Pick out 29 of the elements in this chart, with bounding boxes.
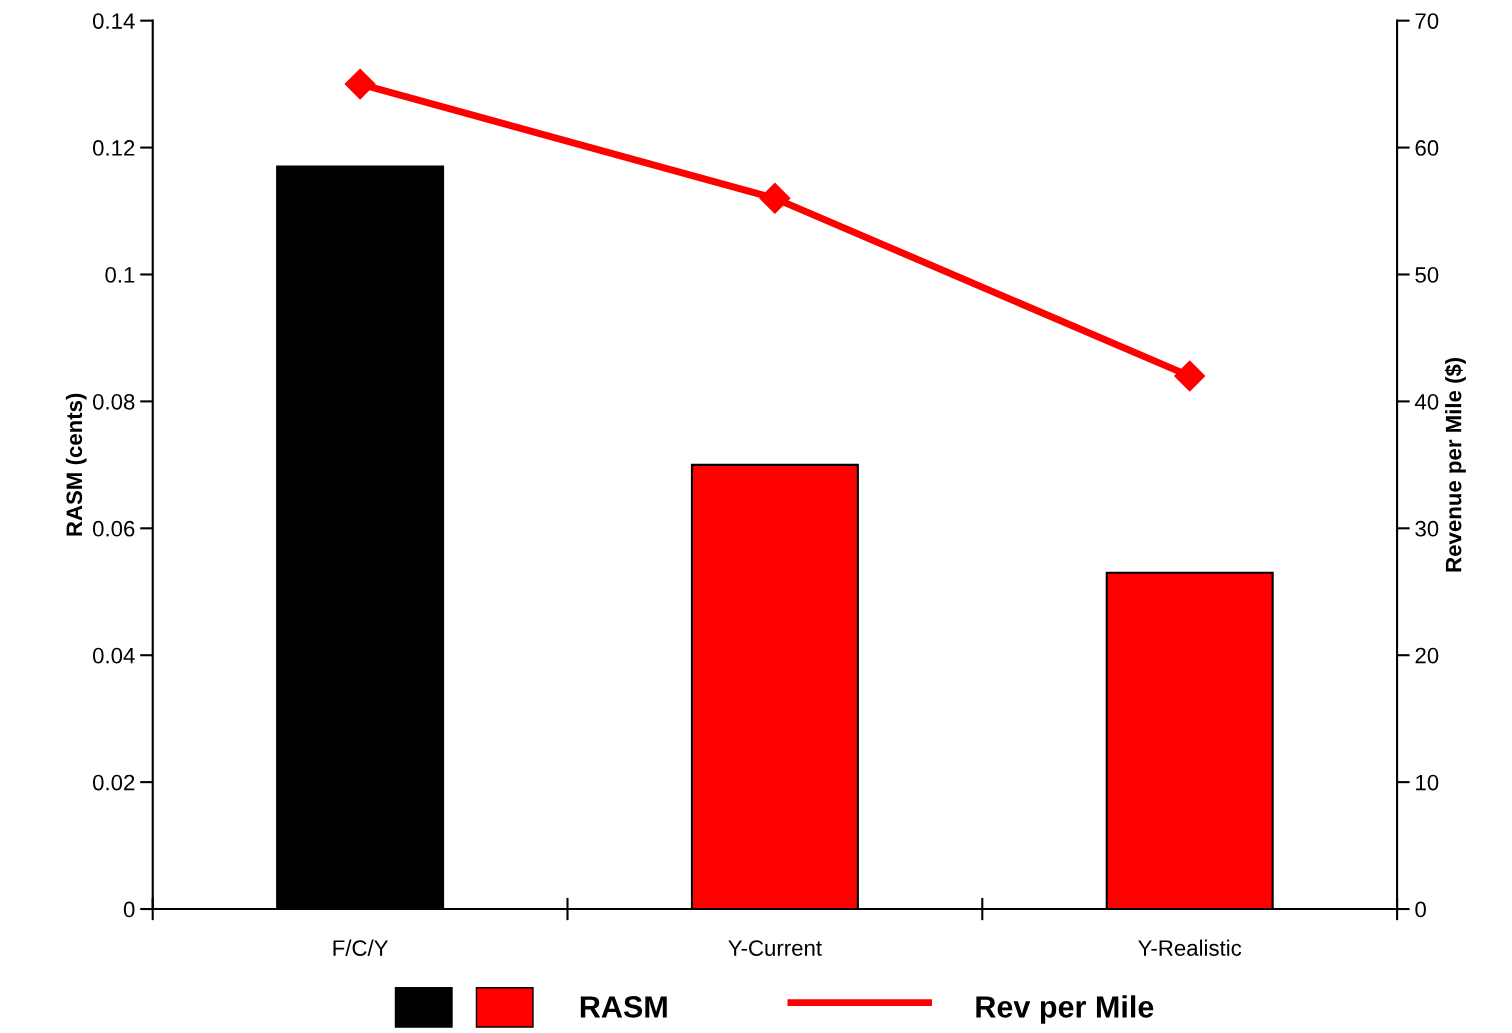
- legend-label: RASM: [580, 996, 667, 1018]
- y-tick-label: 0.06: [92, 520, 135, 537]
- y-tick-label: 0.14: [92, 13, 135, 29]
- y2-tick-label: 50: [1415, 267, 1439, 283]
- x-tick-label: F/C/Y: [333, 939, 389, 956]
- y-tick-label: 0.04: [92, 647, 135, 664]
- y2-tick-label: 40: [1414, 393, 1439, 410]
- x-tick-label: Y-Current: [728, 940, 822, 956]
- bar: [276, 165, 445, 910]
- y-tick-label: 0: [123, 901, 135, 918]
- y-tick-label: 0.12: [92, 140, 135, 156]
- y2-tick-label: 20: [1415, 647, 1439, 664]
- y2-axis-title: Revenue per Mile ($): [1444, 357, 1466, 572]
- y-tick-label: 0.02: [92, 774, 135, 791]
- y2-tick-label: 10: [1416, 774, 1439, 791]
- x-tick-label: Y-Realistic: [1138, 939, 1242, 956]
- y2-tick-label: 70: [1415, 13, 1439, 29]
- point: [759, 182, 791, 214]
- y-axis-title: RASM (cents): [65, 393, 87, 536]
- bar: [1105, 571, 1274, 910]
- point: [1174, 360, 1206, 392]
- y-tick-label: 0.1: [105, 267, 135, 283]
- y-tick-label: 0.08: [92, 393, 135, 410]
- bar: [690, 463, 859, 910]
- y2-tick-label: 60: [1415, 140, 1439, 156]
- legend-label: Rev per Mile: [976, 995, 1154, 1024]
- y2-tick-label: 30: [1415, 520, 1439, 537]
- y2-tick-label: 0: [1415, 901, 1426, 918]
- point: [344, 68, 376, 100]
